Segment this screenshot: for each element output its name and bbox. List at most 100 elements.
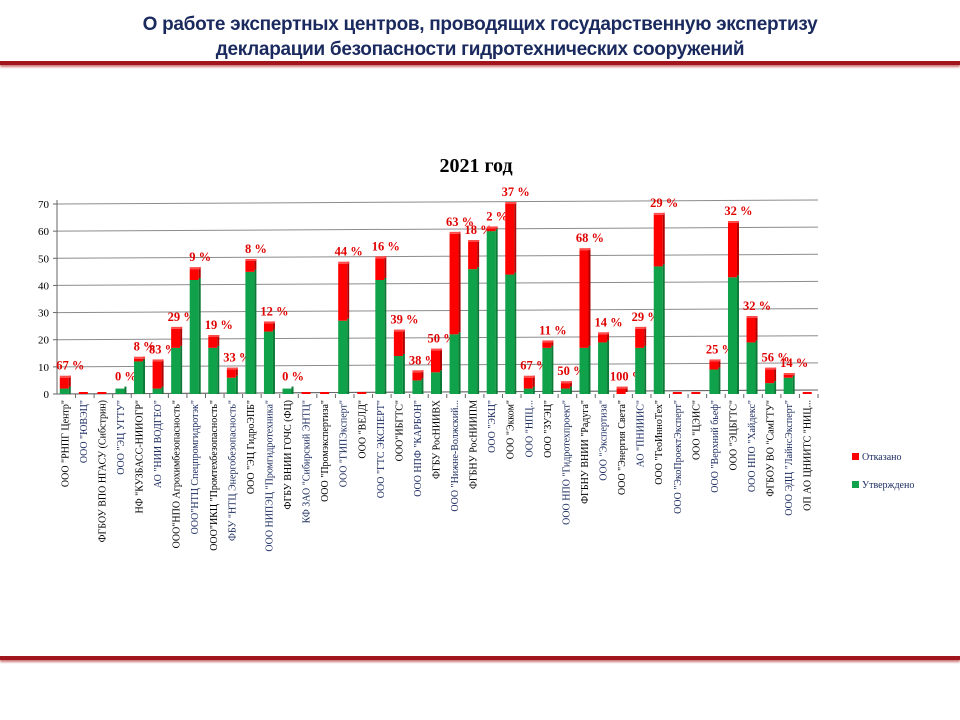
bar-top xyxy=(635,326,647,329)
bar-top xyxy=(208,335,220,337)
y-tick-label: 0 xyxy=(44,389,50,401)
data-label: 39 % xyxy=(390,313,418,327)
bar-rejected xyxy=(598,334,608,343)
x-tick-label: НФ "КУЗБАСС-НИИОГР" xyxy=(135,400,146,513)
x-tick-label: ФГБОУ ВО "СамГТУ" xyxy=(766,400,777,497)
bar-rejected-side xyxy=(235,367,238,376)
bar-top xyxy=(338,261,350,264)
bar-approved-side xyxy=(347,318,350,394)
gridline xyxy=(56,280,819,286)
data-label: 25 % xyxy=(706,342,734,356)
bar-top xyxy=(59,375,71,378)
x-tick-label: ФГБУ ВНИИ ГОЧС (ФЦ) xyxy=(283,400,294,509)
bar-rejected-side xyxy=(477,240,480,268)
x-tick-label: ООО "ЭЦ ГидроЭПБ" xyxy=(246,400,257,494)
data-label: 68 % xyxy=(576,231,604,245)
bar-approved-side xyxy=(235,375,238,394)
bar-empty xyxy=(301,392,311,394)
bar-top xyxy=(431,348,442,351)
x-tick-label: ООО "ВЕЛД" xyxy=(357,400,368,459)
data-label: 56 % xyxy=(762,351,790,365)
bar-empty xyxy=(802,392,812,394)
bar-top xyxy=(616,386,628,389)
gridline xyxy=(56,253,819,259)
bar-approved xyxy=(505,274,515,394)
page-title: О работе экспертных центров, проводящих … xyxy=(0,12,960,62)
bar-top xyxy=(449,231,461,234)
bar-approved xyxy=(226,377,236,394)
bar-rejected xyxy=(431,350,440,373)
data-label: 29 % xyxy=(168,310,196,324)
bar-approved-side xyxy=(644,345,647,394)
y-tick-label: 60 xyxy=(38,226,50,238)
y-tick-label: 20 xyxy=(38,335,50,347)
x-tick-label: ООО "ГИПЭксперт" xyxy=(339,400,350,487)
y-tick-label: 10 xyxy=(38,362,50,374)
bar-empty xyxy=(78,392,88,394)
data-label: 67 % xyxy=(520,359,548,373)
data-label: 0 % xyxy=(115,370,137,384)
bar-top xyxy=(412,370,424,373)
bar-top xyxy=(709,359,721,362)
bar-approved-side xyxy=(143,359,146,394)
bar-approved xyxy=(245,271,255,394)
bar-rejected xyxy=(171,328,181,348)
bar-approved xyxy=(468,269,478,394)
bar-rejected xyxy=(579,250,589,348)
data-label: 67 % xyxy=(56,359,84,373)
bar-approved-side xyxy=(458,332,461,394)
x-tick-label: ООО "Экком" xyxy=(506,400,517,459)
bar-rejected xyxy=(189,269,199,280)
bar-rejected xyxy=(208,337,218,348)
x-tick-label: ОП АО ЦНИИТС "НИЦ... xyxy=(803,400,814,511)
bar-approved xyxy=(152,388,162,394)
bar-approved xyxy=(59,388,69,394)
x-tick-label: ООО"ИКЦ "Промтехбезопасность" xyxy=(209,400,220,551)
bar-approved xyxy=(134,361,144,394)
x-tick-label: ООО ЭДЦ "ЛайнсЭксперт" xyxy=(784,400,795,516)
bar-top xyxy=(486,226,498,229)
bar-rejected-side xyxy=(662,212,665,265)
bar-top xyxy=(746,316,758,318)
x-tick-label: ООО "ЮВЭЦ" xyxy=(79,400,90,463)
bar-rejected-side xyxy=(384,256,387,278)
x-tick-label: ООО "ЭЦ УГТУ" xyxy=(116,400,127,475)
x-tick-label: ООО "ЗУЭЦ" xyxy=(543,400,554,458)
bar-top xyxy=(134,356,146,359)
bar-rejected-side xyxy=(718,359,721,368)
bar-rejected xyxy=(746,318,756,343)
data-label: 33 % xyxy=(223,351,251,365)
bar-top xyxy=(468,240,480,242)
y-tick-label: 30 xyxy=(38,308,50,320)
bar-rejected xyxy=(468,242,478,270)
bar-rejected-side xyxy=(607,332,610,341)
x-tick-label: ООО "ЦЭИС" xyxy=(691,400,702,460)
bar-rejected-side xyxy=(569,381,572,387)
bar-approved-side xyxy=(161,386,164,394)
title-line-2: декларации безопасности гидротехнических… xyxy=(215,39,745,60)
x-tick-label: ООО "Верхний бьеф" xyxy=(710,400,721,493)
bar-approved-side xyxy=(607,340,610,394)
bar-rejected-side xyxy=(347,261,350,319)
bar-rejected xyxy=(783,375,793,378)
data-label: 29 % xyxy=(650,196,678,210)
gridline xyxy=(56,308,819,314)
bar-top xyxy=(505,202,517,204)
data-label: 8 % xyxy=(134,340,156,354)
bar-approved-side xyxy=(217,345,220,394)
x-tick-label: ООО НИПЭЦ "Промгидротехника" xyxy=(264,400,275,552)
x-tick-label: ООО"НПО Агрохимбезопасность" xyxy=(172,400,183,548)
bar-approved xyxy=(282,388,292,394)
bar-top xyxy=(245,259,257,261)
bar-empty xyxy=(691,392,701,394)
bar-rejected xyxy=(560,383,570,389)
bar-approved-side xyxy=(792,375,795,394)
data-label: 44 % xyxy=(335,245,363,259)
bar-approved xyxy=(412,380,422,394)
gridline xyxy=(56,335,819,341)
bar-rejected-side xyxy=(458,231,461,333)
bar-approved xyxy=(746,342,756,394)
bar-rejected-side xyxy=(254,259,257,270)
data-label: 50 % xyxy=(427,332,455,346)
